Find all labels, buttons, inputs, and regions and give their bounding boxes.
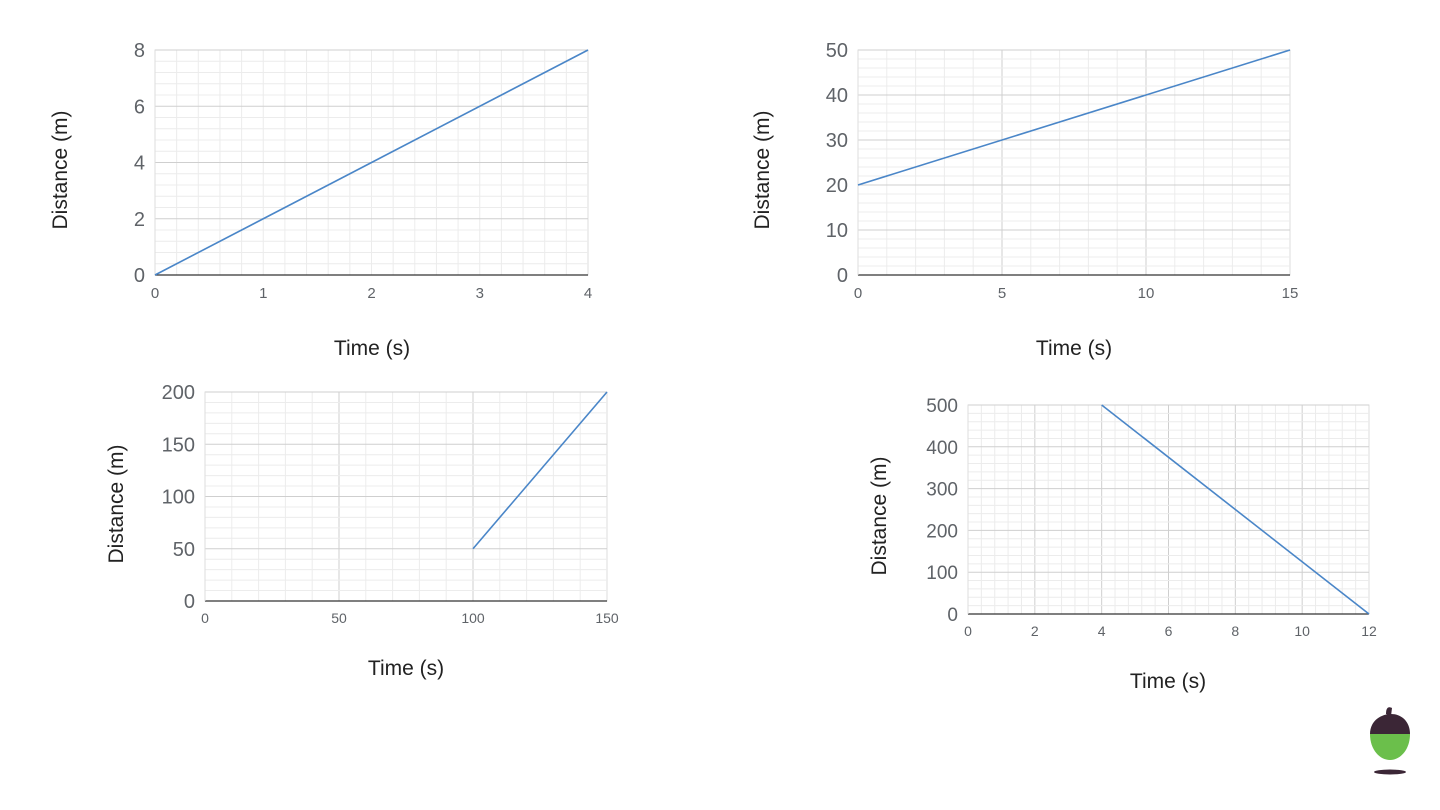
x-tick-label: 4 (584, 285, 592, 302)
y-tick-label: 30 (826, 130, 848, 152)
x-tick-label: 0 (151, 285, 159, 302)
acorn-stem (1386, 707, 1392, 716)
x-tick-label: 100 (461, 610, 485, 626)
y-tick-label: 50 (826, 40, 848, 62)
x-tick-label: 10 (1294, 623, 1310, 639)
y-tick-label: 150 (162, 434, 195, 456)
x-axis-title: Time (s) (1130, 670, 1206, 693)
y-tick-label: 200 (926, 521, 958, 542)
chart-4: 0 100 200 300 400 500 0 2 4 6 8 10 12 Time (s) Distanc… (868, 396, 1377, 693)
y-tick-label: 100 (162, 487, 195, 509)
x-tick-label: 1 (259, 285, 267, 302)
acorn-cap (1370, 714, 1410, 734)
series-line (472, 391, 608, 550)
x-tick-label: 8 (1231, 623, 1239, 639)
x-tick-label: 4 (1098, 623, 1106, 639)
y-tick-label: 0 (184, 591, 195, 613)
x-tick-label: 2 (1031, 623, 1039, 639)
chart-1: 0 2 4 6 8 0 1 2 3 4 Time (s) Distance (m) (49, 40, 592, 360)
x-tick-label: 6 (1165, 623, 1173, 639)
y-tick-label: 400 (926, 438, 958, 459)
chart-2: 0 10 20 30 40 50 0 5 10 15 Time (s) Distance (m) (751, 40, 1298, 360)
y-tick-label: 6 (134, 96, 145, 118)
y-tick-label: 300 (926, 480, 958, 501)
y-axis-title: Distance (m) (105, 444, 128, 563)
y-tick-label: 2 (134, 209, 145, 231)
x-tick-label: 0 (854, 285, 862, 302)
series-line (154, 49, 589, 276)
y-tick-label: 40 (826, 85, 848, 107)
x-tick-label: 10 (1138, 285, 1155, 302)
x-tick-label: 0 (964, 623, 972, 639)
acorn-logo-icon (1360, 704, 1420, 784)
x-axis-title: Time (s) (368, 657, 444, 680)
y-tick-label: 0 (947, 605, 958, 626)
x-tick-label: 2 (367, 285, 375, 302)
y-tick-label: 20 (826, 175, 848, 197)
series-line (857, 49, 1291, 186)
chart-3: 0 50 100 150 200 0 50 100 150 Time (s) Distance (m… (105, 382, 619, 680)
y-tick-label: 8 (134, 40, 145, 62)
acorn-shadow (1374, 769, 1406, 775)
x-tick-label: 15 (1282, 285, 1299, 302)
x-tick-label: 3 (476, 285, 484, 302)
x-axis-title: Time (s) (334, 337, 410, 360)
y-tick-label: 10 (826, 220, 848, 242)
y-tick-label: 200 (162, 382, 195, 404)
series-line (1101, 404, 1370, 615)
x-tick-label: 12 (1361, 623, 1377, 639)
acorn-body (1370, 734, 1410, 760)
y-axis-title: Distance (m) (868, 456, 891, 575)
plot-area (857, 49, 1291, 276)
y-tick-label: 50 (173, 539, 195, 561)
y-axis-title: Distance (m) (751, 110, 774, 229)
x-tick-label: 0 (201, 610, 209, 626)
y-tick-label: 0 (837, 265, 848, 287)
y-tick-label: 100 (926, 563, 958, 584)
y-tick-label: 500 (926, 396, 958, 417)
x-tick-label: 150 (595, 610, 619, 626)
y-tick-label: 0 (134, 265, 145, 287)
y-axis-title: Distance (m) (49, 110, 72, 229)
x-tick-label: 5 (998, 285, 1006, 302)
x-tick-label: 50 (331, 610, 347, 626)
y-tick-label: 4 (134, 153, 145, 175)
x-axis-title: Time (s) (1036, 337, 1112, 360)
